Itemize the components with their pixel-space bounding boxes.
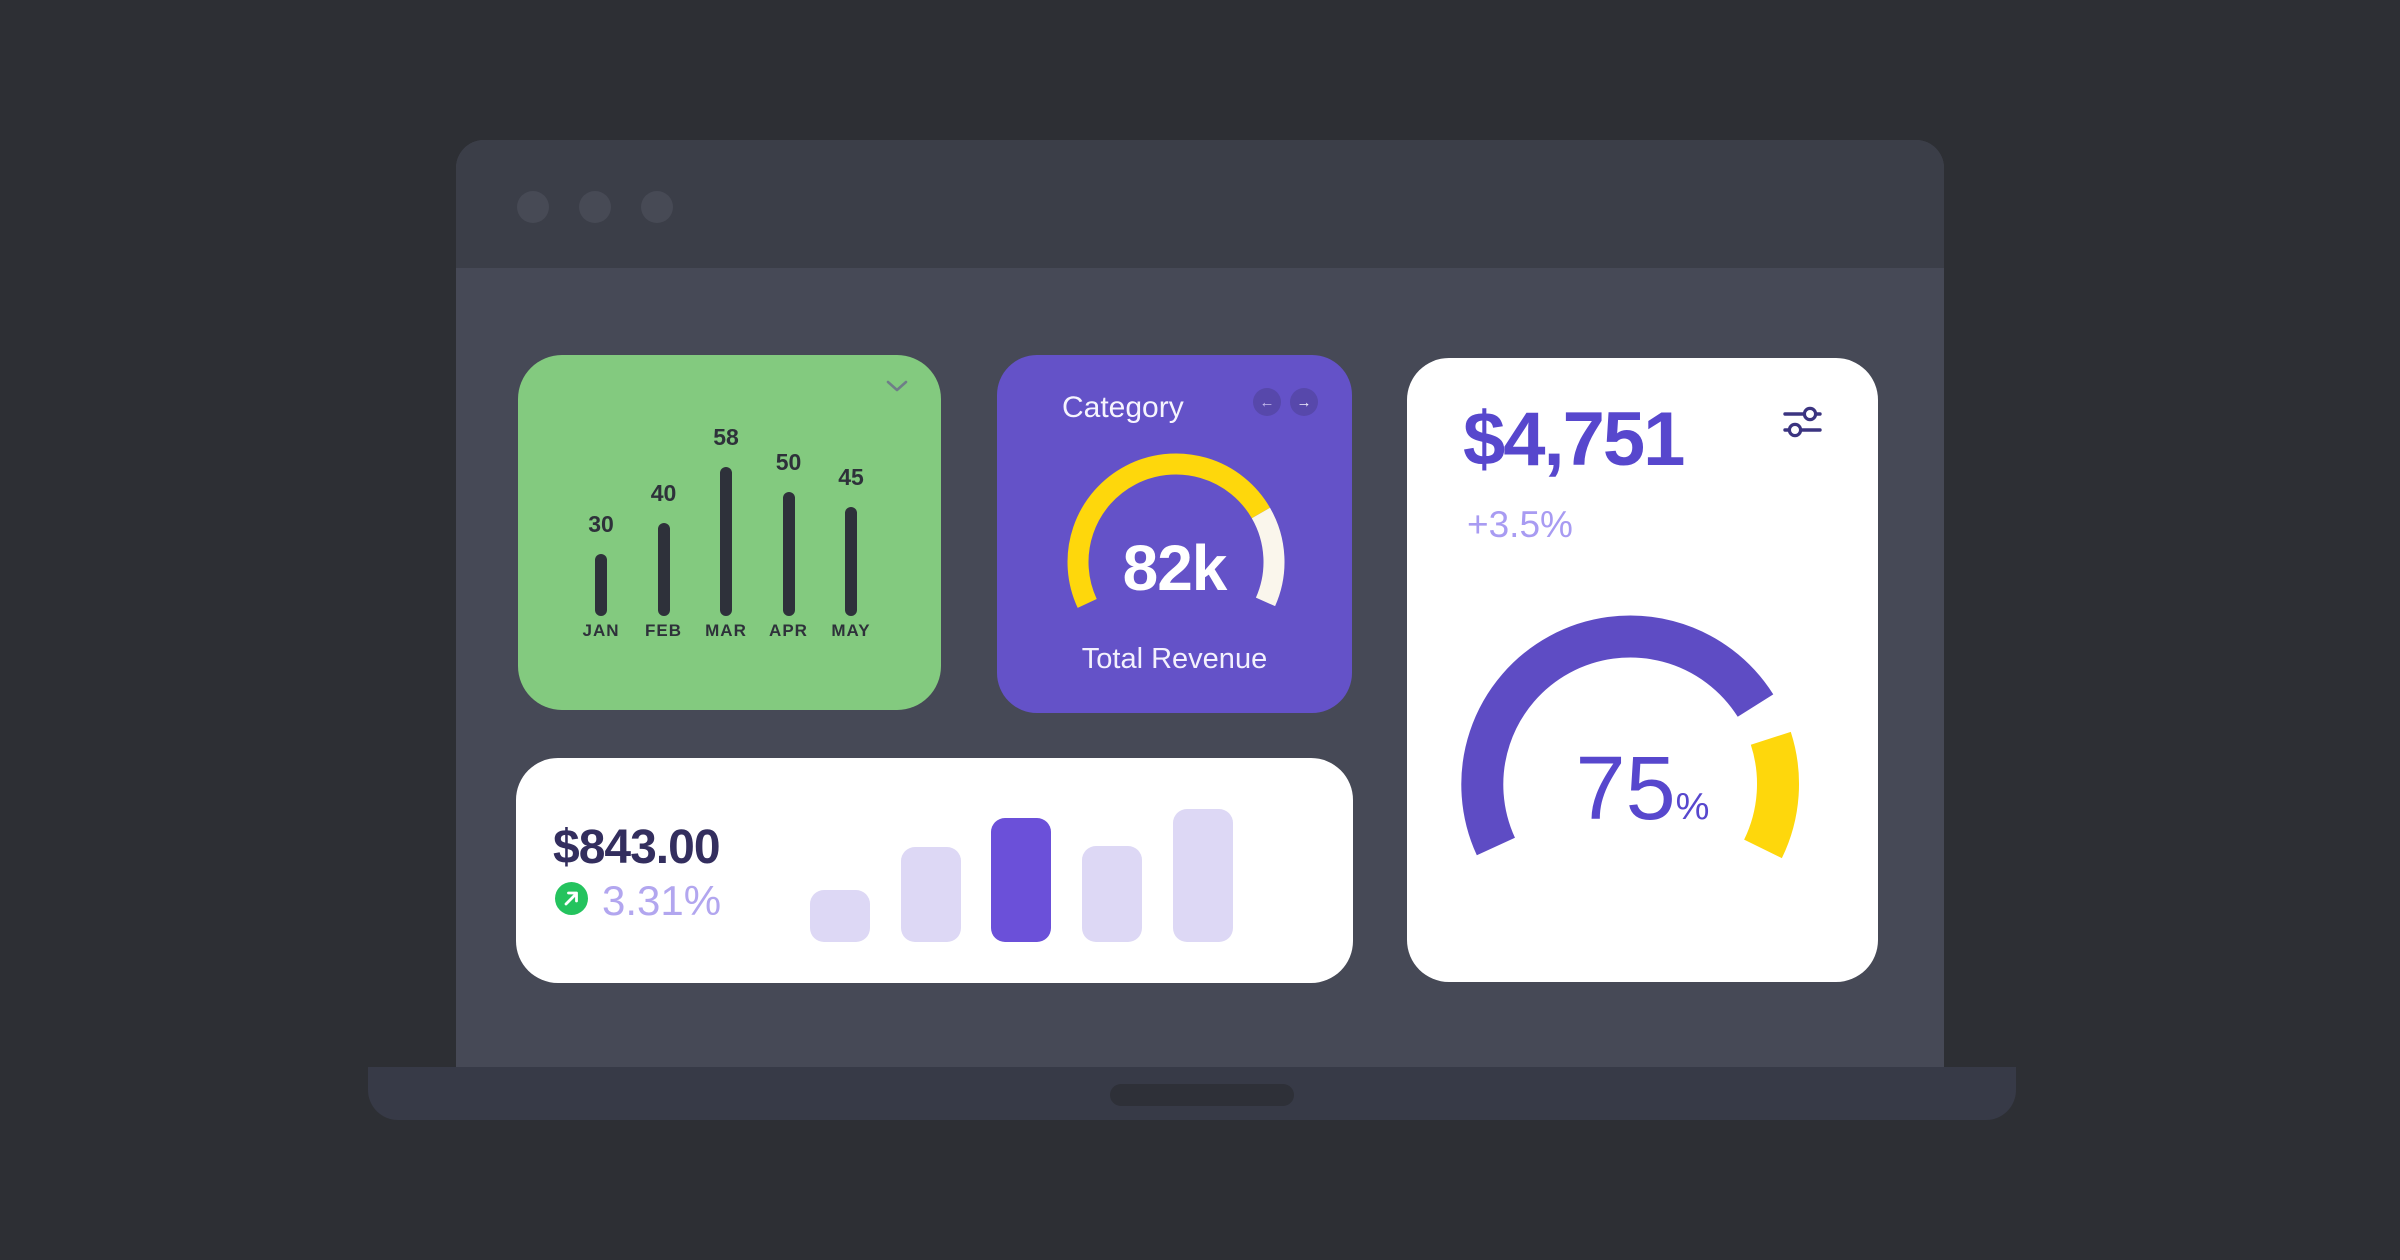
prev-arrow-button[interactable]: ← bbox=[1253, 388, 1281, 416]
bar bbox=[1172, 809, 1233, 942]
month-label: JAN bbox=[582, 621, 620, 640]
category-gauge bbox=[1067, 453, 1285, 608]
laptop-base bbox=[368, 1067, 2016, 1120]
window-dot-3[interactable] bbox=[641, 191, 673, 223]
gauge-value: 82k bbox=[1122, 532, 1228, 604]
bar-column: 40 bbox=[632, 480, 696, 616]
percent-value: 75 bbox=[1575, 739, 1676, 839]
sales-amount: $843.00 bbox=[553, 821, 721, 874]
bar-active bbox=[991, 818, 1052, 942]
dashboard-body: 30 JAN 40 FEB 58 MAR 50 APR 45 MAY Category ← → 8… bbox=[456, 268, 1944, 1067]
bar-value-label: 58 bbox=[713, 424, 739, 450]
bar bbox=[720, 467, 732, 616]
gauge-arc-segment bbox=[1461, 615, 1774, 856]
month-label: FEB bbox=[645, 621, 682, 640]
sliders-icon[interactable] bbox=[1782, 404, 1826, 440]
revenue-change: +3.5% bbox=[1467, 504, 1573, 545]
chevron-down-icon[interactable] bbox=[885, 379, 909, 393]
laptop-notch bbox=[1110, 1084, 1294, 1106]
month-label: MAY bbox=[831, 621, 871, 640]
bar bbox=[845, 507, 857, 616]
card-title: Category bbox=[1062, 391, 1184, 424]
month-label: MAR bbox=[705, 621, 747, 640]
category-gauge-card: Category ← → 82k Total Revenue bbox=[997, 355, 1352, 713]
month-label: APR bbox=[769, 621, 808, 640]
bar bbox=[810, 890, 870, 942]
bar-column: 30 bbox=[569, 511, 633, 616]
bar bbox=[782, 492, 795, 616]
next-arrow-button[interactable]: → bbox=[1290, 388, 1318, 416]
bar bbox=[1082, 846, 1143, 942]
gauge-percent: 75% bbox=[1407, 738, 1878, 841]
window-titlebar bbox=[456, 140, 1944, 268]
percent-sign: % bbox=[1675, 786, 1710, 828]
bar-value-label: 50 bbox=[775, 449, 802, 475]
bar-column: 45 bbox=[819, 464, 883, 616]
sales-change: 3.31% bbox=[602, 877, 722, 924]
bar-value-label: 45 bbox=[838, 464, 864, 490]
monthly-bar-chart: 30 JAN 40 FEB 58 MAR 50 APR 45 MAY bbox=[518, 355, 941, 710]
gauge-arc-segment bbox=[1067, 453, 1270, 608]
bar bbox=[657, 523, 670, 616]
gauge-arc-segment bbox=[1251, 507, 1285, 607]
revenue-amount: $4,751 bbox=[1463, 397, 1685, 482]
window-dot-1[interactable] bbox=[517, 191, 549, 223]
arrow-up-right-icon bbox=[564, 891, 578, 906]
window-dot-2[interactable] bbox=[579, 191, 611, 223]
bar-column: 50 bbox=[757, 449, 821, 616]
bar bbox=[900, 847, 961, 942]
sales-mini-bar-chart bbox=[516, 758, 1353, 983]
percent-gauge bbox=[1461, 615, 1800, 859]
bar-value-label: 30 bbox=[588, 511, 614, 537]
bar bbox=[595, 554, 607, 616]
gauge-caption: Total Revenue bbox=[1081, 643, 1268, 675]
trend-badge bbox=[555, 882, 588, 915]
monthly-bars-card: 30 JAN 40 FEB 58 MAR 50 APR 45 MAY bbox=[518, 355, 941, 710]
carousel-nav: ← → bbox=[1253, 388, 1318, 416]
revenue-gauge-card: $4,751 +3.5% 75% bbox=[1407, 358, 1878, 982]
gauge-arc-segment bbox=[1743, 731, 1800, 859]
bar-value-label: 40 bbox=[650, 480, 677, 506]
laptop-screen: 30 JAN 40 FEB 58 MAR 50 APR 45 MAY Category ← → 8… bbox=[456, 140, 1944, 1067]
bar-column: 58 bbox=[694, 424, 758, 616]
sales-bars-card: $843.00 3.31% bbox=[516, 758, 1353, 983]
